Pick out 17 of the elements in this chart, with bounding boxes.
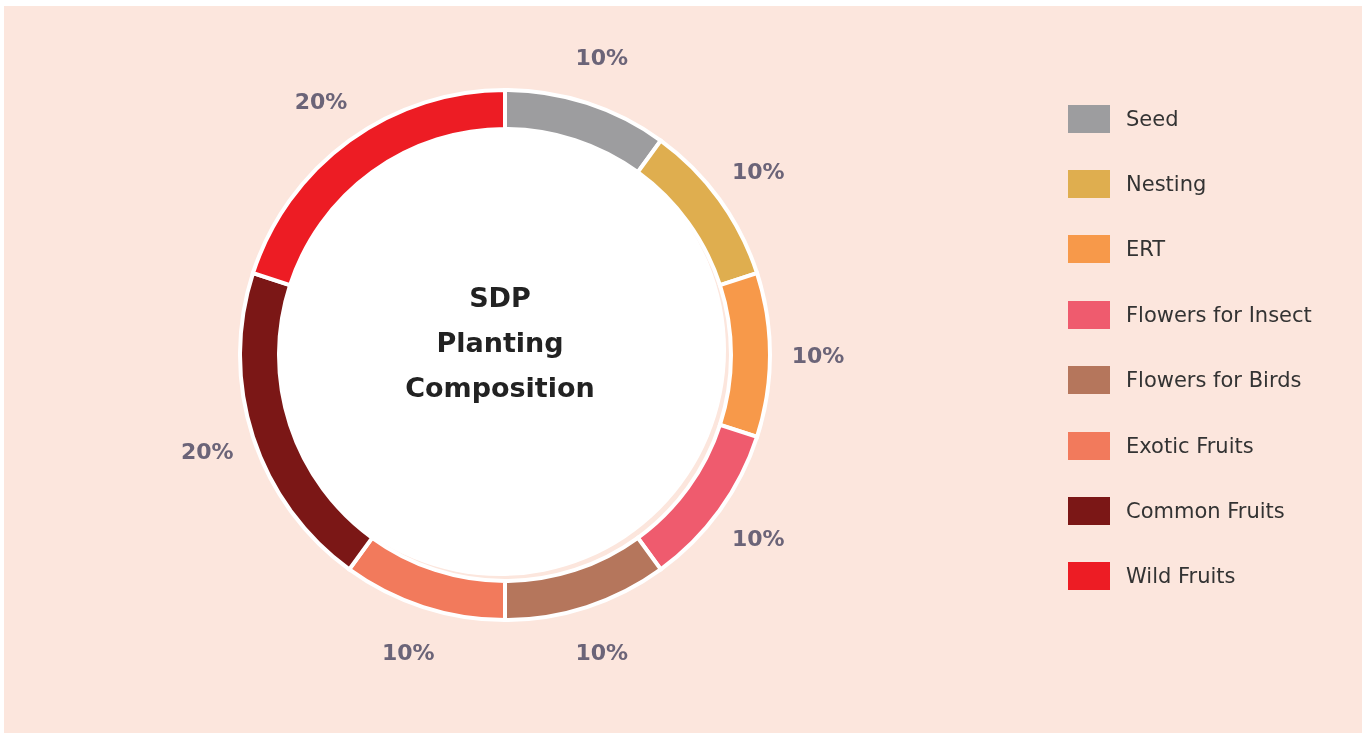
legend-label: ERT xyxy=(1126,237,1166,262)
data-label: 20% xyxy=(180,439,234,465)
data-label: 10% xyxy=(575,44,629,70)
legend-label: Flowers for Birds xyxy=(1126,368,1302,393)
legend-label: Nesting xyxy=(1126,172,1207,197)
data-label: 10% xyxy=(731,158,785,184)
legend-label: Exotic Fruits xyxy=(1126,433,1254,458)
data-label: 10% xyxy=(575,640,629,666)
text: SDP Planting Composition xyxy=(404,281,596,405)
legend-label: Wild Fruits xyxy=(1126,564,1236,589)
data-label: 20% xyxy=(294,89,348,115)
legend-label: Flowers for Insect xyxy=(1126,302,1312,327)
legend-label: Common Fruits xyxy=(1126,499,1285,524)
data-label: 10% xyxy=(791,342,845,368)
legend-label: Seed xyxy=(1126,106,1179,131)
data-label: 10% xyxy=(731,526,785,552)
data-label: 10% xyxy=(381,640,435,666)
